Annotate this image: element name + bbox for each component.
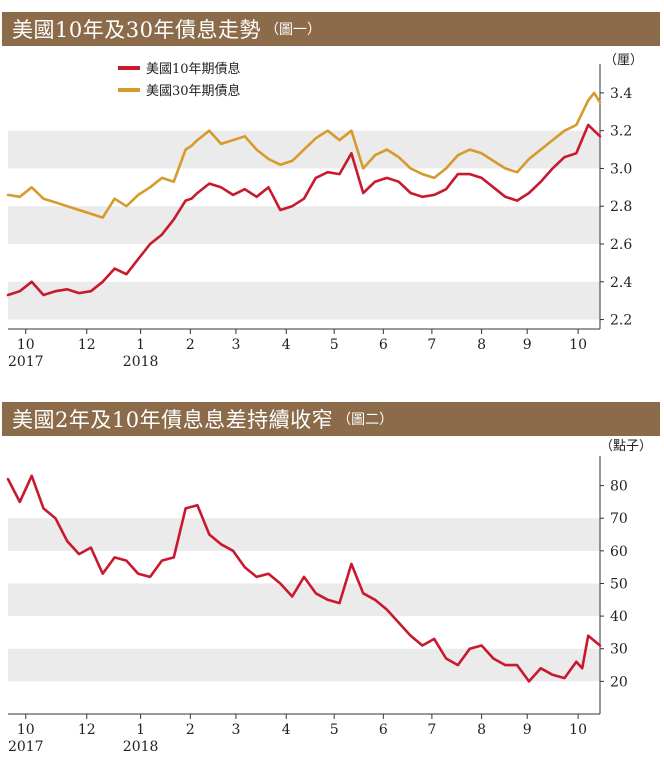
- x-tick-label: 7: [427, 722, 436, 738]
- series-line-1: [6, 123, 602, 297]
- x-tick-label: 3: [231, 722, 240, 738]
- y-tick-label: 2.2: [610, 313, 632, 329]
- chart1-subtitle: （圖一）: [264, 22, 321, 38]
- y-tick-label: 30: [610, 642, 628, 658]
- y-tick-label: 70: [610, 511, 628, 527]
- y-tick-label: 80: [610, 479, 628, 495]
- chart2-subtitle: （圖二）: [337, 412, 394, 428]
- x-tick-label: 5: [330, 337, 339, 353]
- grid-band: [8, 583, 600, 617]
- x-tick-label: 1: [136, 337, 145, 353]
- chart1-title: 美國10年及30年債息走勢: [12, 18, 261, 42]
- x-tick-label: 10: [569, 337, 587, 353]
- x-tick-label: 12: [78, 337, 96, 353]
- x-tick-label: 2: [186, 722, 195, 738]
- grid-band: [8, 518, 600, 551]
- x-tick-label: 3: [231, 337, 240, 353]
- chart2-title-bar: 美國2年及10年債息息差持續收窄 （圖二）: [2, 402, 660, 436]
- x-year-label: 2018: [123, 354, 159, 370]
- y-tick-label: 3.2: [610, 124, 632, 140]
- x-tick-label: 12: [78, 722, 96, 738]
- x-year-label: 2018: [123, 739, 159, 755]
- chart2-title: 美國2年及10年債息息差持續收窄: [12, 408, 334, 432]
- series-line-2: [6, 91, 602, 219]
- y-tick-label: 50: [610, 576, 628, 592]
- y-tick-label: 40: [610, 609, 628, 625]
- y-tick-label: 3.4: [610, 86, 632, 102]
- x-tick-label: 10: [17, 722, 35, 738]
- y-tick-label: 60: [610, 544, 628, 560]
- x-tick-label: 7: [427, 337, 436, 353]
- grid-band: [8, 648, 600, 682]
- x-tick-label: 8: [477, 337, 486, 353]
- y-tick-label: 20: [610, 674, 628, 690]
- grid-band: [8, 281, 600, 320]
- x-tick-label: 8: [477, 722, 486, 738]
- x-tick-label: 4: [282, 337, 291, 353]
- chart1-title-bar: 美國10年及30年債息走勢 （圖一）: [2, 12, 660, 46]
- x-tick-label: 10: [569, 722, 587, 738]
- x-tick-label: 6: [379, 337, 388, 353]
- legend-label: 美國30年期債息: [146, 83, 241, 99]
- y-tick-label: 2.6: [610, 237, 632, 253]
- x-tick-label: 6: [379, 722, 388, 738]
- y-tick-label: 2.4: [610, 275, 632, 291]
- x-tick-label: 1: [136, 722, 145, 738]
- x-tick-label: 2: [186, 337, 195, 353]
- series-line-1: [6, 474, 602, 683]
- x-tick-label: 9: [523, 337, 532, 353]
- y-unit-label: （點子）: [600, 439, 652, 454]
- x-tick-label: 9: [523, 722, 532, 738]
- y-tick-label: 3.0: [610, 161, 632, 177]
- x-year-label: 2017: [8, 354, 44, 370]
- grid-band: [8, 206, 600, 244]
- x-tick-label: 10: [17, 337, 35, 353]
- legend-label: 美國10年期債息: [146, 61, 241, 77]
- x-tick-label: 5: [330, 722, 339, 738]
- x-tick-label: 4: [282, 722, 291, 738]
- x-year-label: 2017: [8, 739, 44, 755]
- y-tick-label: 2.8: [610, 199, 632, 215]
- y-unit-label: （厘）: [604, 53, 643, 68]
